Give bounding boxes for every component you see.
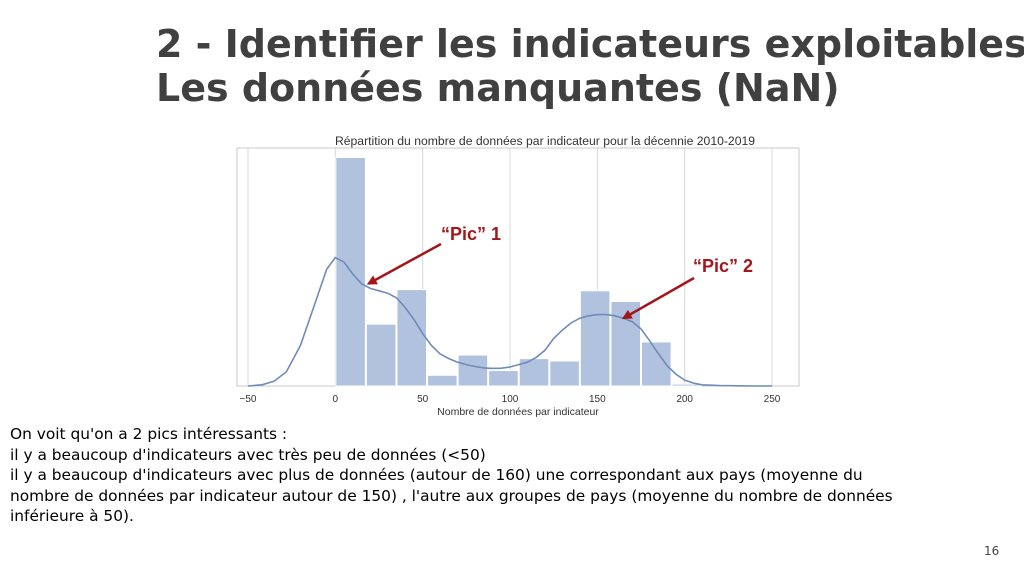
x-tick-label-0: −50: [240, 394, 257, 405]
histogram-bar-7: [549, 360, 580, 387]
body-line-3: il y a beaucoup d'indicateurs avec plus …: [10, 466, 863, 484]
slide-title-line1: 2 - Identifier les indicateurs exploitab…: [156, 22, 1024, 66]
histogram-bar-1: [365, 323, 397, 387]
body-line-2: il y a beaucoup d'indicateurs avec très …: [10, 445, 486, 464]
annotations: “Pic” 1 “Pic” 2: [366, 224, 753, 320]
histogram-bar-2: [396, 289, 428, 387]
x-tick-label-3: 100: [502, 394, 519, 405]
pic-1-arrow: [366, 242, 442, 285]
histogram-bar-5: [488, 370, 519, 387]
body-text: On voit qu'on a 2 pics intéressants : il…: [10, 424, 1015, 527]
x-tick-label-5: 200: [676, 394, 693, 405]
body-line-5: inférieure à 50).: [10, 507, 134, 525]
kde-curve: [247, 256, 772, 387]
histogram-bar-9: [610, 301, 641, 387]
histogram-bar-8: [579, 290, 611, 387]
pic-2-arrow: [621, 276, 695, 320]
x-tick-label-4: 150: [589, 394, 606, 405]
x-tick-label-2: 50: [417, 394, 429, 405]
x-tick-label-6: 250: [764, 394, 781, 405]
chart-title: Répartition du nombre de données par ind…: [335, 134, 755, 148]
histogram-bar-4: [457, 354, 489, 387]
body-line-4: nombre de données par indicateur autour …: [10, 486, 893, 505]
histogram-bar-3: [427, 374, 458, 387]
page-number: 16: [984, 544, 1000, 558]
histogram-bars: [335, 157, 703, 387]
slide-title: 2 - Identifier les indicateurs exploitab…: [156, 22, 1024, 110]
x-axis-ticks: −50 0 50 100 150 200 250: [240, 394, 781, 405]
body-line-1: On voit qu'on a 2 pics intéressants :: [10, 425, 288, 443]
pic-1-label: “Pic” 1: [441, 224, 501, 244]
histogram-chart: Répartition du nombre de données par ind…: [236, 134, 800, 418]
x-axis-label: Nombre de données par indicateur: [437, 406, 599, 418]
pic-2-label: “Pic” 2: [693, 256, 753, 276]
slide-title-line2: Les données manquantes (NaN): [156, 66, 840, 110]
x-tick-label-1: 0: [333, 394, 339, 405]
